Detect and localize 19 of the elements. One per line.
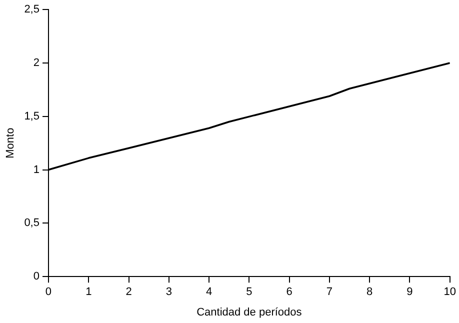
x-tick-label: 6	[286, 286, 292, 298]
y-tick-label: 0	[33, 270, 40, 283]
x-tick-label: 3	[166, 286, 172, 298]
x-tick-label: 9	[406, 286, 413, 298]
y-tick-label: 0,5	[24, 217, 40, 230]
x-tick-label: 8	[366, 286, 373, 298]
x-tick-label: 4	[206, 286, 212, 298]
y-tick-label: 2,5	[24, 4, 40, 16]
x-axis-title: Cantidad de períodos	[196, 306, 302, 318]
x-tick-label: 2	[126, 286, 132, 298]
x-tick-label: 1	[86, 286, 92, 298]
y-axis-title: Monto	[4, 128, 17, 158]
y-tick-label: 1	[33, 164, 40, 176]
x-tick-label: 5	[246, 286, 252, 298]
y-tick-label: 1,5	[24, 110, 40, 122]
x-tick-label: 0	[45, 286, 52, 298]
y-tick-label: 2	[33, 57, 40, 70]
x-tick-label: 10	[444, 286, 456, 298]
x-tick-label: 7	[326, 286, 333, 298]
